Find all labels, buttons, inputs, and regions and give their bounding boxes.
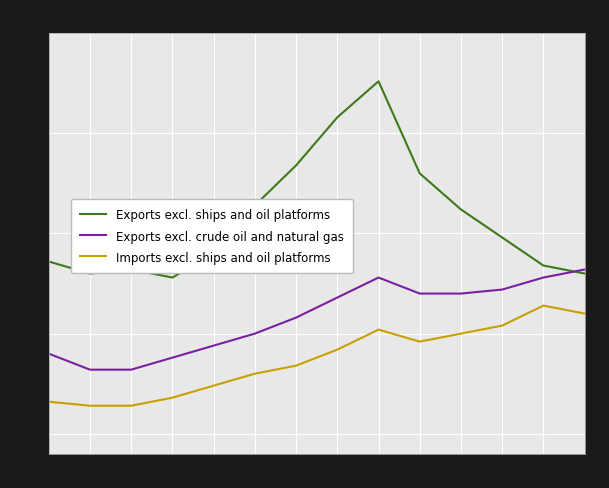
Imports excl. ships and oil platforms (499, 323, 506, 329)
Line: Imports excl. ships and oil platforms: Imports excl. ships and oil platforms (49, 306, 585, 406)
Exports excl. ships and oil platforms (127, 267, 135, 273)
Imports excl. ships and oil platforms (334, 347, 341, 353)
Exports excl. crude oil and natural gas (375, 275, 382, 281)
Exports excl. ships and oil platforms (334, 115, 341, 121)
Exports excl. crude oil and natural gas (416, 291, 423, 297)
Imports excl. ships and oil platforms (45, 399, 52, 405)
Exports excl. ships and oil platforms (169, 275, 176, 281)
Exports excl. ships and oil platforms (416, 171, 423, 177)
Exports excl. ships and oil platforms (375, 79, 382, 85)
Exports excl. ships and oil platforms (210, 251, 217, 257)
Imports excl. ships and oil platforms (127, 403, 135, 409)
Exports excl. ships and oil platforms (499, 235, 506, 241)
Exports excl. crude oil and natural gas (292, 315, 300, 321)
Exports excl. crude oil and natural gas (210, 343, 217, 349)
Imports excl. ships and oil platforms (416, 339, 423, 345)
Exports excl. crude oil and natural gas (334, 295, 341, 301)
Exports excl. crude oil and natural gas (127, 367, 135, 373)
Legend: Exports excl. ships and oil platforms, Exports excl. crude oil and natural gas, : Exports excl. ships and oil platforms, E… (71, 200, 353, 274)
Imports excl. ships and oil platforms (169, 395, 176, 401)
Imports excl. ships and oil platforms (292, 363, 300, 369)
Exports excl. crude oil and natural gas (86, 367, 94, 373)
Exports excl. ships and oil platforms (457, 207, 465, 213)
Imports excl. ships and oil platforms (251, 371, 258, 377)
Imports excl. ships and oil platforms (457, 331, 465, 337)
Exports excl. crude oil and natural gas (169, 355, 176, 361)
Exports excl. crude oil and natural gas (581, 267, 588, 273)
Exports excl. crude oil and natural gas (540, 275, 547, 281)
Exports excl. ships and oil platforms (251, 203, 258, 209)
Line: Exports excl. ships and oil platforms: Exports excl. ships and oil platforms (49, 82, 585, 278)
Exports excl. ships and oil platforms (86, 271, 94, 277)
Exports excl. ships and oil platforms (292, 163, 300, 169)
Exports excl. ships and oil platforms (45, 259, 52, 265)
Exports excl. crude oil and natural gas (457, 291, 465, 297)
Exports excl. ships and oil platforms (540, 263, 547, 269)
Imports excl. ships and oil platforms (86, 403, 94, 409)
Imports excl. ships and oil platforms (375, 327, 382, 333)
Exports excl. crude oil and natural gas (45, 351, 52, 357)
Exports excl. ships and oil platforms (581, 271, 588, 277)
Line: Exports excl. crude oil and natural gas: Exports excl. crude oil and natural gas (49, 270, 585, 370)
Exports excl. crude oil and natural gas (251, 331, 258, 337)
Exports excl. crude oil and natural gas (499, 287, 506, 293)
Imports excl. ships and oil platforms (210, 383, 217, 389)
Imports excl. ships and oil platforms (581, 311, 588, 317)
Imports excl. ships and oil platforms (540, 303, 547, 309)
